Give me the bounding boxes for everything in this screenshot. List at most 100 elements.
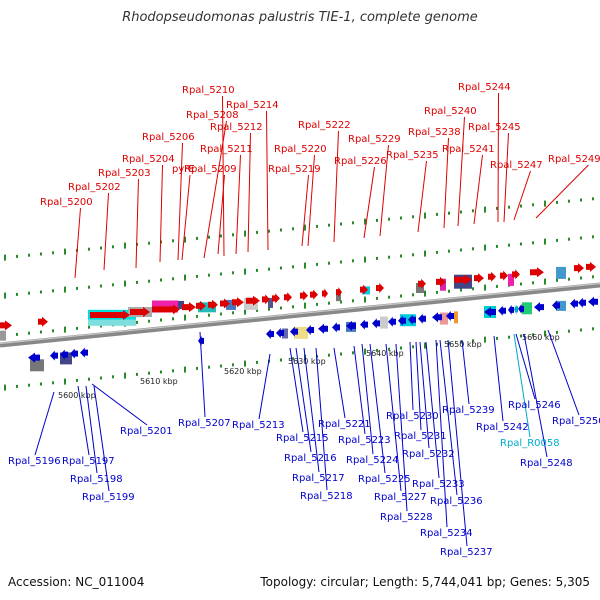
reverse-gene-arrow <box>432 312 442 323</box>
label-leader-line <box>513 170 531 221</box>
forward-gene-arrow <box>586 261 596 272</box>
forward-gene-arrow <box>512 269 520 280</box>
feature-box <box>282 328 288 339</box>
label-leader-line <box>409 341 414 411</box>
label-leader-line <box>369 343 386 474</box>
label-leader-line <box>103 192 109 271</box>
gene-label: Rpal_5213 <box>232 420 285 431</box>
kbp-label: 5620 kbp <box>224 367 262 376</box>
reverse-gene-arrow <box>498 305 506 316</box>
reverse-gene-arrow <box>514 304 518 315</box>
gene-label: Rpal_5240 <box>424 106 477 117</box>
gene-label: Rpal_5197 <box>62 456 115 467</box>
gene-label: Rpal_5200 <box>40 197 93 208</box>
gene-label: Rpal_5242 <box>476 422 529 433</box>
reverse-gene-arrow <box>484 307 496 317</box>
label-leader-line <box>473 154 483 225</box>
reverse-gene-arrow <box>276 328 284 338</box>
gene-label: Rpal_5203 <box>98 168 151 179</box>
gene-label: Rpal_5214 <box>226 100 279 111</box>
label-leader-line <box>74 207 81 279</box>
label-leader-line <box>415 341 422 431</box>
gene-label: Rpal_5236 <box>430 496 483 507</box>
reverse-gene-arrow <box>60 349 68 360</box>
kbp-label: 5600 kbp <box>58 391 96 400</box>
forward-gene-arrow <box>574 263 584 274</box>
label-leader-line <box>515 333 536 400</box>
forward-gene-arrow <box>90 310 130 320</box>
label-leader-line <box>295 347 312 453</box>
genome-title: Rhodopseudomonas palustris TIE-1, comple… <box>122 10 478 25</box>
label-leader-line <box>353 345 366 435</box>
gene-label: Rpal_5235 <box>386 150 439 161</box>
gene-label: Rpal_5209 <box>184 164 237 175</box>
reverse-gene-arrow <box>534 302 544 313</box>
label-leader-line <box>443 137 449 229</box>
feature-box <box>556 300 566 311</box>
gene-label: Rpal_5228 <box>380 512 433 523</box>
reverse-gene-arrow <box>360 319 368 330</box>
kbp-label: 5640 kbp <box>366 349 404 358</box>
reverse-gene-arrow <box>50 350 58 361</box>
label-leader-line <box>461 339 470 405</box>
forward-gene-arrow <box>360 284 368 295</box>
label-leader-line <box>181 174 191 261</box>
label-leader-line <box>447 339 468 547</box>
gene-label: Rpal_5249 <box>548 154 600 165</box>
gene-label: Rpal_5206 <box>142 132 195 143</box>
label-leader-line <box>34 391 55 456</box>
label-leaders <box>34 92 589 547</box>
gene-label: Rpal_5248 <box>520 458 573 469</box>
feature-box <box>440 278 446 291</box>
label-leader-line <box>307 154 315 247</box>
label-leader-line <box>217 174 225 255</box>
reverse-gene-arrow <box>346 320 356 331</box>
label-leader-line <box>333 347 346 419</box>
forward-gene-arrow <box>322 288 328 299</box>
gene-label: Rpal_5221 <box>318 419 371 430</box>
feature-box <box>178 300 184 309</box>
feature-box <box>454 311 458 324</box>
gene-label: Rpal_5211 <box>200 144 253 155</box>
forward-gene-arrow <box>220 298 230 309</box>
label-leader-line <box>417 160 427 233</box>
gene-label: Rpal_5220 <box>274 144 327 155</box>
genome-backbone <box>0 282 600 348</box>
accession-text: Accession: NC_011004 <box>8 575 145 589</box>
label-leader-line <box>199 331 206 418</box>
gene-label: Rpal_5230 <box>386 411 439 422</box>
gene-label: Rpal_5241 <box>442 144 495 155</box>
kbp-label: 5660 kbp <box>522 333 560 342</box>
label-leader-line <box>301 174 309 247</box>
reverse-gene-arrow <box>372 318 380 329</box>
forward-gene-arrow <box>0 320 12 331</box>
label-leader-line <box>135 178 139 269</box>
feature-box <box>522 302 532 315</box>
label-leader-line <box>395 343 408 512</box>
label-leader-line <box>266 110 269 251</box>
gene-label: Rpal_5224 <box>346 455 399 466</box>
inner-bottom-dots <box>4 275 594 339</box>
gene-label: Rpal_5231 <box>394 431 447 442</box>
feature-box <box>416 283 424 293</box>
reverse-gene-arrow <box>266 329 274 339</box>
forward-gene-arrow <box>152 304 180 315</box>
reverse-gene-arrow <box>70 348 78 359</box>
feature-box <box>380 316 388 329</box>
label-leader-line <box>247 132 251 253</box>
gene-label: Rpal_5222 <box>298 120 351 131</box>
label-leader-line <box>419 341 430 449</box>
gene-label: Rpal_5212 <box>210 122 263 133</box>
reverse-gene-arrow <box>552 300 560 311</box>
label-leader-line <box>457 116 465 227</box>
reverse-gene-arrow <box>570 298 578 309</box>
forward-gene-arrow <box>38 316 48 327</box>
forward-gene-arrow <box>474 273 484 284</box>
label-leader-line <box>493 335 504 422</box>
gene-label: Rpal_5239 <box>442 405 495 416</box>
gene-label: Rpal_5234 <box>420 528 473 539</box>
label-leader-line <box>503 132 509 223</box>
kbp-label: 5610 kbp <box>140 377 178 386</box>
reverse-gene-arrow <box>418 313 426 324</box>
label-leader-line <box>333 130 339 243</box>
